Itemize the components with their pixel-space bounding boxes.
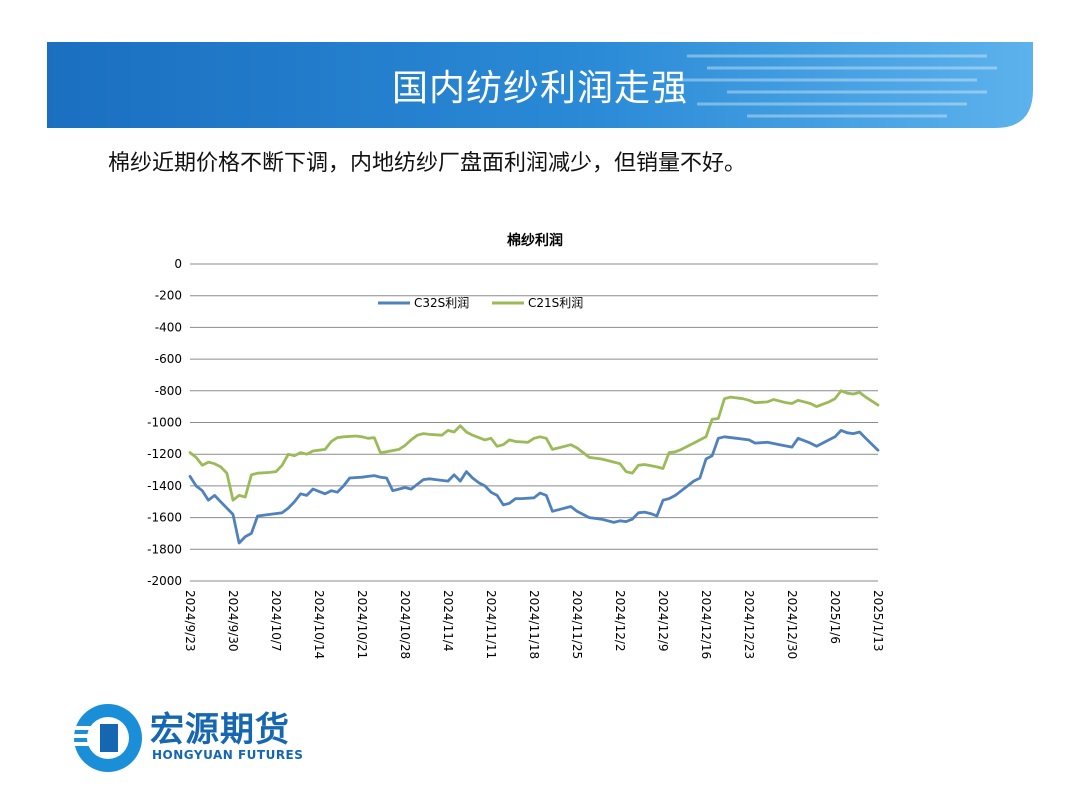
y-tick-label: -200 bbox=[155, 289, 182, 303]
x-tick-label: 2025/1/13 bbox=[871, 590, 885, 652]
x-tick-label: 2024/11/25 bbox=[570, 590, 584, 659]
title-banner: 国内纺纱利润走强 bbox=[47, 42, 1033, 128]
y-tick-label: -1600 bbox=[147, 511, 182, 525]
y-tick-label: -800 bbox=[155, 384, 182, 398]
y-tick-label: -1200 bbox=[147, 447, 182, 461]
logo-name-cn: 宏源期货 bbox=[150, 710, 290, 750]
company-logo: 宏源期货 HONGYUAN FUTURES bbox=[72, 700, 322, 775]
profit-line-chart: 棉纱利润 0 -200 -400 -600 -800 -1000 -1200 -1400 -16… bbox=[147, 232, 885, 659]
slide-subtitle: 棉纱近期价格不断下调，内地纺纱厂盘面利润减少，但销量不好。 bbox=[108, 151, 747, 176]
slide-title: 国内纺纱利润走强 bbox=[391, 68, 688, 109]
y-tick-label: -1800 bbox=[147, 542, 182, 556]
y-tick-label: -1000 bbox=[147, 416, 182, 430]
y-axis-ticks: 0 -200 -400 -600 -800 -1000 -1200 -1400 -1600 -18… bbox=[147, 257, 182, 588]
x-tick-label: 2024/9/23 bbox=[183, 590, 197, 652]
y-tick-label: -400 bbox=[155, 320, 182, 334]
x-tick-label: 2024/10/28 bbox=[398, 590, 412, 659]
x-tick-label: 2024/12/30 bbox=[785, 590, 799, 659]
x-tick-label: 2024/11/18 bbox=[527, 590, 541, 659]
x-tick-label: 2024/9/30 bbox=[226, 590, 240, 652]
x-tick-label: 2024/12/2 bbox=[613, 590, 627, 652]
chart-legend: C32S利润 C21S利润 bbox=[378, 296, 583, 310]
x-tick-label: 2024/12/16 bbox=[699, 590, 713, 659]
x-tick-label: 2025/1/6 bbox=[828, 590, 842, 644]
y-tick-label: -600 bbox=[155, 352, 182, 366]
x-tick-label: 2024/11/4 bbox=[441, 590, 455, 652]
title-banner-background bbox=[47, 42, 1033, 128]
y-tick-label: 0 bbox=[174, 257, 182, 271]
hongyuan-logo-icon bbox=[72, 704, 142, 772]
y-tick-label: -2000 bbox=[147, 574, 182, 588]
legend-label-c21s: C21S利润 bbox=[528, 296, 583, 310]
chart-series bbox=[188, 389, 880, 545]
series-line-c21s bbox=[188, 389, 880, 502]
x-tick-label: 2024/12/23 bbox=[742, 590, 756, 659]
y-tick-label: -1400 bbox=[147, 479, 182, 493]
x-tick-label: 2024/12/9 bbox=[656, 590, 670, 652]
x-axis-ticks: 2024/9/23 2024/9/30 2024/10/7 2024/10/14 202… bbox=[183, 590, 885, 659]
series-line-c32s bbox=[188, 428, 880, 545]
x-tick-label: 2024/11/11 bbox=[484, 590, 498, 659]
logo-name-en: HONGYUAN FUTURES bbox=[152, 748, 304, 762]
chart-gridlines bbox=[190, 263, 878, 582]
chart-title: 棉纱利润 bbox=[507, 232, 563, 249]
x-tick-label: 2024/10/21 bbox=[355, 590, 369, 659]
legend-label-c32s: C32S利润 bbox=[414, 296, 469, 310]
x-tick-label: 2024/10/14 bbox=[312, 590, 326, 659]
x-tick-label: 2024/10/7 bbox=[269, 590, 283, 652]
